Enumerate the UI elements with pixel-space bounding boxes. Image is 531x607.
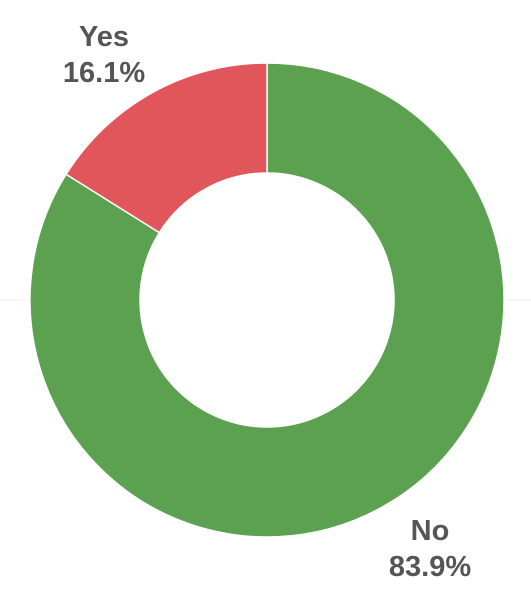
donut-hole	[140, 173, 394, 427]
slices-group	[29, 62, 505, 538]
label-yes-value: 16.1%	[63, 57, 145, 89]
label-no-value: 83.9%	[389, 551, 471, 583]
labels-group: No 83.9% Yes 16.1%	[63, 21, 471, 583]
label-yes-name: Yes	[79, 21, 129, 53]
label-no-name: No	[411, 515, 450, 547]
